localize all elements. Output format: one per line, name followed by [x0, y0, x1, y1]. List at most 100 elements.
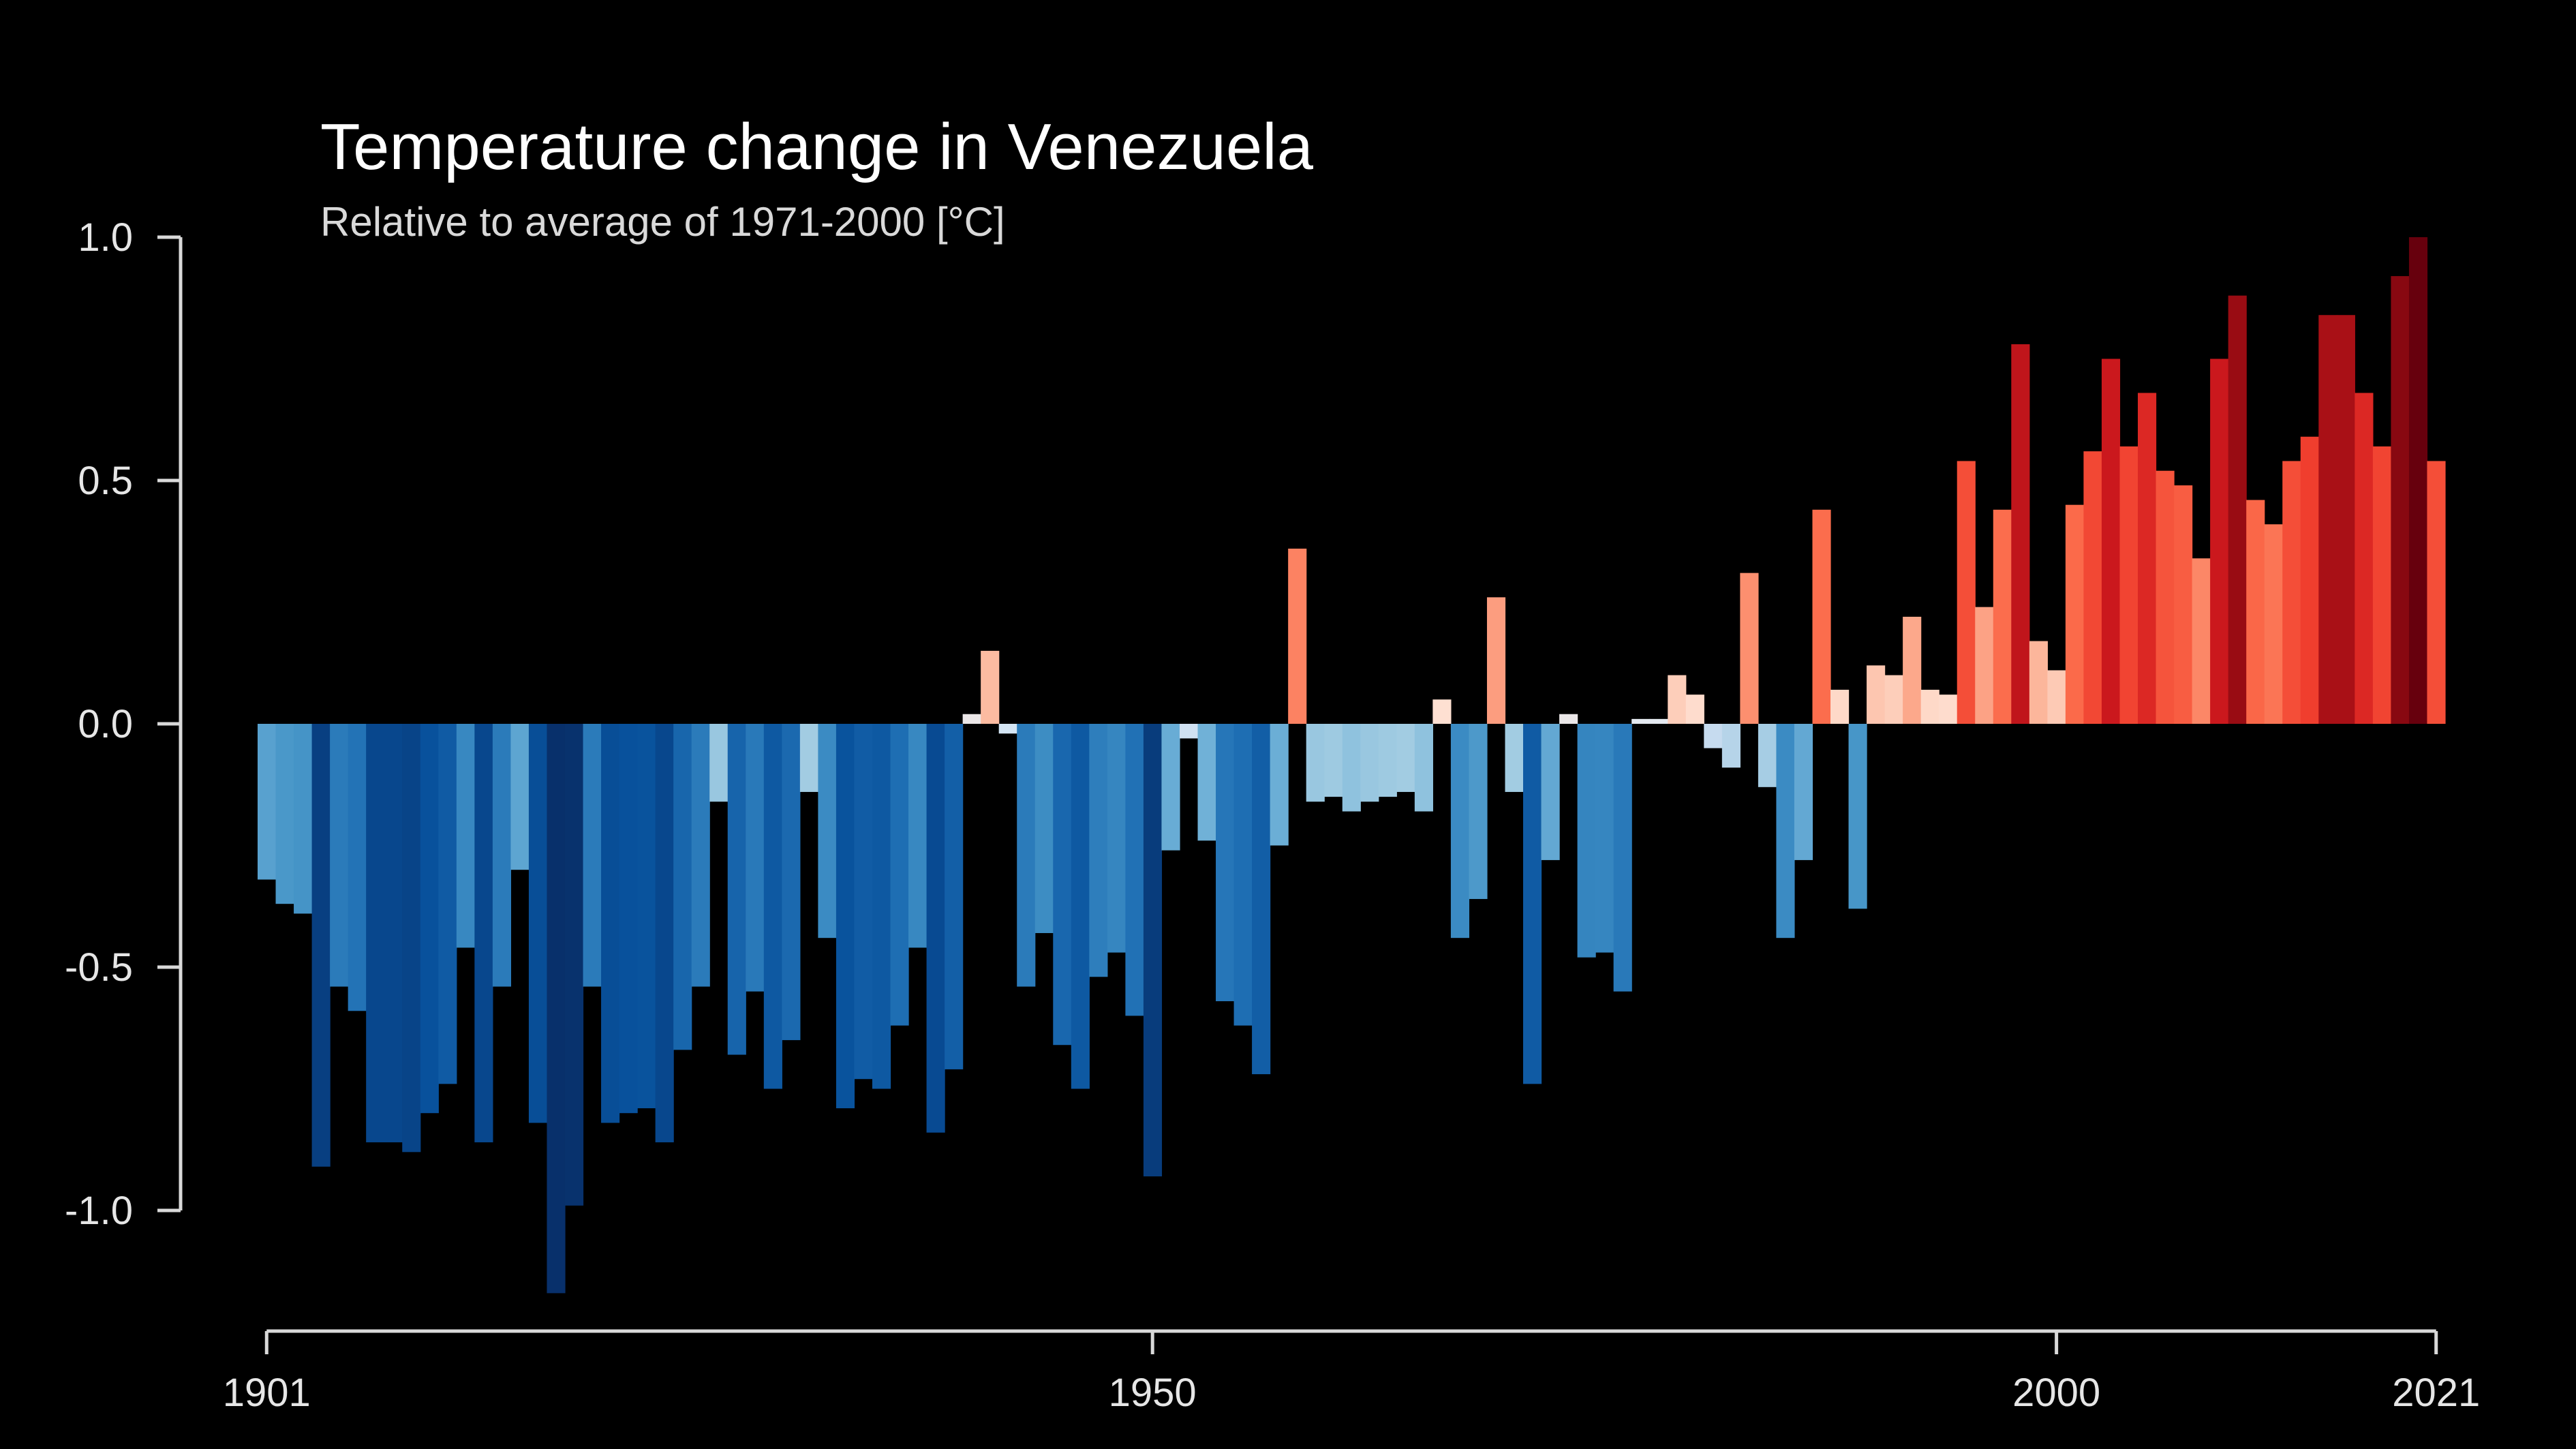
bar-1963 [1378, 724, 1397, 797]
bar-2016 [2336, 315, 2355, 724]
bar-1920 [601, 724, 620, 1123]
bar-1978 [1649, 718, 1668, 724]
bar-1960 [1324, 724, 1343, 797]
bar-1913 [474, 724, 493, 1143]
x-axis: 1901 1950 2000 2021 [223, 1329, 2480, 1415]
bar-1984 [1758, 724, 1777, 787]
bar-2010 [2228, 295, 2247, 724]
bar-1928 [746, 724, 765, 992]
bar-1974 [1577, 724, 1596, 958]
bar-1980 [1685, 695, 1704, 724]
bar-1953 [1197, 724, 1216, 841]
x-tick-label: 2000 [2012, 1371, 2100, 1415]
bar-2020 [2408, 237, 2428, 724]
bar-1957 [1270, 724, 1289, 846]
bar-1950 [1143, 724, 1163, 1177]
bar-2014 [2300, 436, 2319, 724]
chart-title: Temperature change in Venezuela [320, 110, 1314, 183]
bar-1958 [1288, 548, 1307, 724]
bar-2008 [2192, 558, 2211, 724]
bar-1976 [1613, 724, 1632, 992]
bar-1923 [655, 724, 674, 1143]
bar-1916 [528, 724, 548, 1123]
x-tick-label: 1950 [1109, 1371, 1197, 1415]
bar-1925 [691, 724, 710, 987]
bar-1927 [727, 724, 746, 1055]
y-tick-label: -0.5 [65, 945, 133, 990]
y-axis: 1.0 0.5 0.0 -0.5 -1.0 [65, 215, 183, 1233]
bar-1946 [1071, 724, 1090, 1089]
bar-2011 [2246, 500, 2265, 724]
bar-2003 [2101, 359, 2121, 724]
bar-1947 [1089, 724, 1108, 977]
bar-1981 [1704, 724, 1723, 748]
bar-1951 [1161, 724, 1180, 851]
bar-1937 [908, 724, 927, 948]
bar-2017 [2355, 393, 2374, 724]
bar-2019 [2391, 276, 2410, 724]
bar-1967 [1450, 724, 1470, 939]
bar-1959 [1306, 724, 1325, 802]
bar-1949 [1125, 724, 1144, 1016]
bar-1952 [1179, 724, 1199, 739]
bar-1972 [1541, 724, 1560, 860]
bar-1934 [854, 724, 873, 1080]
bar-1970 [1505, 724, 1524, 792]
bar-1990 [1867, 665, 1886, 724]
bar-1933 [835, 724, 855, 1109]
bar-1902 [275, 724, 294, 904]
bar-1921 [619, 724, 638, 1114]
bar-1968 [1469, 724, 1488, 900]
bar-1908 [384, 724, 403, 1143]
bar-2015 [2318, 315, 2337, 724]
bar-1924 [673, 724, 692, 1050]
bar-2001 [2065, 504, 2085, 724]
bar-2012 [2264, 524, 2283, 724]
y-tick-label: -1.0 [65, 1189, 133, 1233]
bar-2002 [2083, 451, 2102, 724]
bar-1991 [1884, 675, 1903, 724]
bar-1948 [1107, 724, 1126, 953]
bar-1922 [637, 724, 656, 1109]
bar-1944 [1034, 724, 1054, 934]
bar-1954 [1216, 724, 1235, 1001]
bar-1905 [330, 724, 349, 987]
bar-1940 [962, 714, 981, 724]
bar-2005 [2138, 393, 2157, 724]
bar-1931 [799, 724, 818, 792]
bar-1945 [1053, 724, 1072, 1046]
bar-1956 [1252, 724, 1271, 1075]
bar-1910 [420, 724, 439, 1114]
bar-2018 [2372, 446, 2392, 724]
bar-1955 [1233, 724, 1253, 1026]
bar-1903 [294, 724, 313, 914]
bar-1996 [1975, 607, 1994, 724]
bar-1926 [709, 724, 729, 802]
bar-1977 [1631, 718, 1651, 724]
bar-1999 [2029, 641, 2048, 724]
bar-1986 [1794, 724, 1813, 860]
bar-1982 [1721, 724, 1741, 768]
bar-1997 [1993, 509, 2012, 724]
bar-1994 [1939, 695, 1958, 724]
bar-1961 [1342, 724, 1361, 812]
bar-1941 [981, 650, 1000, 724]
bar-1914 [492, 724, 512, 987]
y-tick-label: 0.5 [78, 459, 133, 503]
bar-1992 [1903, 616, 1922, 724]
bar-2009 [2210, 359, 2229, 724]
bar-2000 [2047, 670, 2066, 724]
bar-1965 [1414, 724, 1433, 812]
bar-1964 [1396, 724, 1415, 792]
bar-1919 [583, 724, 602, 987]
bar-2007 [2174, 485, 2193, 724]
bar-1917 [547, 724, 566, 1294]
bar-1966 [1432, 699, 1452, 724]
bar-1962 [1360, 724, 1379, 802]
bar-2004 [2119, 446, 2138, 724]
bar-1989 [1848, 724, 1867, 909]
bar-1938 [926, 724, 945, 1133]
bar-1906 [348, 724, 367, 1011]
bar-1912 [456, 724, 475, 948]
bar-1983 [1740, 573, 1759, 724]
